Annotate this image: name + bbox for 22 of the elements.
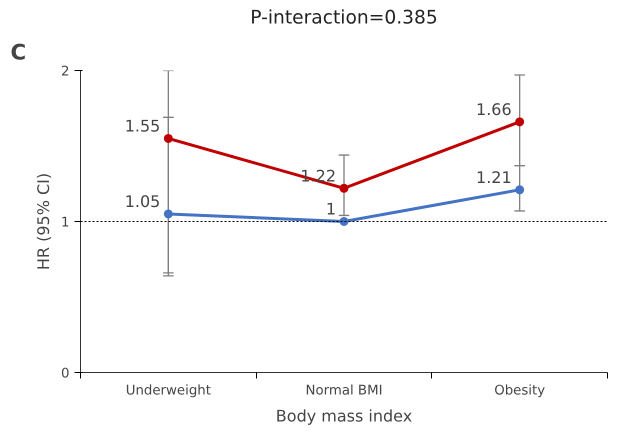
data-label: 1.22: [300, 166, 336, 186]
x-tick-label: Obesity: [494, 384, 546, 398]
data-label: 1.55: [124, 116, 160, 136]
data-label: 1.21: [476, 168, 512, 187]
x-tick-label: Underweight: [126, 384, 211, 398]
point: [340, 217, 348, 226]
point: [164, 134, 173, 143]
x-axis-title: Body mass index: [276, 406, 412, 426]
data-label: 1.66: [476, 100, 512, 119]
chart-title: P-interaction=0.385: [250, 8, 438, 28]
data-label: 1.05: [124, 192, 160, 211]
point: [515, 117, 524, 126]
point: [340, 184, 348, 193]
text: C: [10, 40, 26, 66]
x-tick-label: Normal BMI: [305, 384, 383, 398]
y-tick-label: 2: [61, 64, 70, 80]
point: [164, 209, 173, 218]
y-tick-label: 0: [61, 366, 70, 382]
y-axis-title: HR (95% CI): [34, 172, 54, 270]
data-label: 1: [326, 200, 336, 218]
point: [515, 185, 524, 194]
y-tick-label: 1: [61, 216, 70, 230]
